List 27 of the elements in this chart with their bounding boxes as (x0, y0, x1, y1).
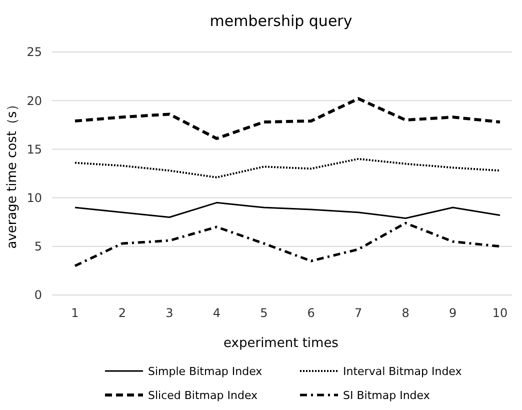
y-tick-label: 25 (26, 45, 42, 60)
legend-label: Interval Bitmap Index (343, 364, 462, 378)
y-tick-label: 5 (34, 240, 42, 254)
x-tick-label: 8 (402, 306, 410, 320)
x-tick-label: 4 (212, 306, 220, 320)
y-tick-label: 0 (34, 288, 42, 302)
x-tick-label: 3 (166, 306, 174, 320)
chart-title: membership query (210, 12, 352, 30)
line-series (74, 158, 501, 178)
y-tick-label: 10 (26, 191, 42, 205)
x-tick-label: 2 (118, 306, 126, 320)
legend-label: Simple Bitmap Index (148, 364, 263, 378)
x-axis-title: experiment times (224, 336, 339, 351)
x-tick-label: 5 (260, 306, 268, 320)
y-tick-label: 20 (26, 94, 42, 108)
legend-label: Sliced Bitmap Index (148, 388, 258, 402)
line-series (74, 222, 502, 268)
x-tick-label: 7 (354, 306, 362, 320)
x-tick-label: 6 (307, 306, 315, 320)
x-tick-label: 1 (71, 306, 79, 320)
line-series (74, 202, 501, 219)
y-axis-title: average time cost（s） (5, 98, 20, 249)
legend-label: SI Bitmap Index (343, 388, 430, 402)
x-tick-label: 9 (448, 306, 457, 320)
line-series (74, 97, 502, 140)
y-tick-label: 15 (26, 142, 42, 156)
x-tick-label: 10 (492, 306, 508, 320)
